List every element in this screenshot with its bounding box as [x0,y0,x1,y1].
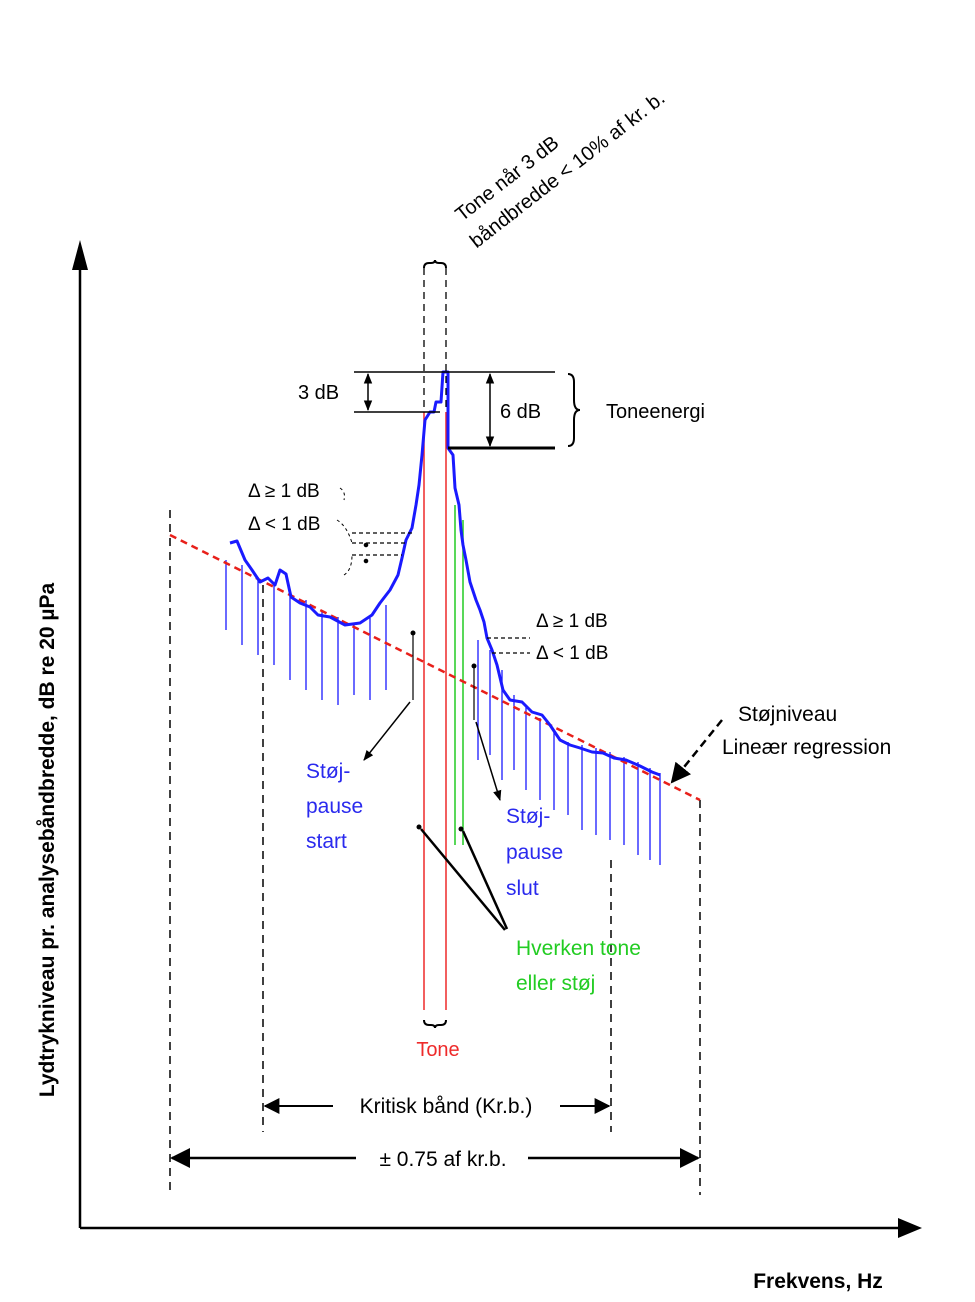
db3-label: 3 dB [298,382,339,404]
x-axis-arrow [898,1218,922,1238]
axes [72,240,922,1238]
regression-label: Lineær regression [722,736,891,759]
pause-slut-pointer [471,663,502,802]
tone-label: Tone [416,1039,459,1061]
toneenergi-brace [567,373,581,447]
tone-note: Tone når 3 dB båndbredde < 10% af kr. b. [452,87,670,253]
db-markers [354,371,581,450]
pause-slut-label-1: Støj- [506,805,550,828]
pause-start-label-1: Støj- [306,760,350,783]
tone-lines [423,412,447,1010]
hverken-label-2: eller støj [516,972,595,995]
pause-start-label-3: start [306,830,347,853]
boundary-lines [169,510,701,1195]
spectrum-curve [229,370,661,777]
y-axis-arrow [72,240,88,270]
x-axis-label: Frekvens, Hz [753,1270,883,1293]
pause-start-label-2: pause [306,795,363,818]
sample-lines [225,560,661,865]
left-delta-markers [336,487,414,576]
plusminus-label: ± 0.75 af kr.b. [379,1148,506,1171]
right-delta-markers [487,637,530,654]
right-delta-ge-label: Δ ≥ 1 dB [536,611,608,632]
db6-label: 6 dB [500,401,541,423]
right-delta-lt-label: Δ < 1 dB [536,643,608,664]
y-axis-label: Lydtrykniveau pr. analysebåndbredde, dB … [36,583,59,1098]
hverken-pointers [416,824,509,931]
pause-slut-label-2: pause [506,841,563,864]
neither-lines [454,505,464,845]
regression-pointer [670,719,723,784]
left-delta-ge-label: Δ ≥ 1 dB [248,481,320,502]
tone-bandwidth-marker [423,259,447,1029]
hverken-label-1: Hverken tone [516,937,641,960]
tone-bracket-bottom [423,1019,447,1029]
pause-start-pointer [363,630,416,761]
critical-band-label: Kritisk bånd (Kr.b.) [360,1095,533,1118]
toneenergi-label: Toneenergi [606,401,705,423]
pause-slut-label-3: slut [506,877,539,900]
left-delta-lt-label: Δ < 1 dB [248,514,320,535]
stoejniveau-label: Støjniveau [738,703,837,726]
tone-note-line2: båndbredde < 10% af kr. b. [466,87,669,253]
